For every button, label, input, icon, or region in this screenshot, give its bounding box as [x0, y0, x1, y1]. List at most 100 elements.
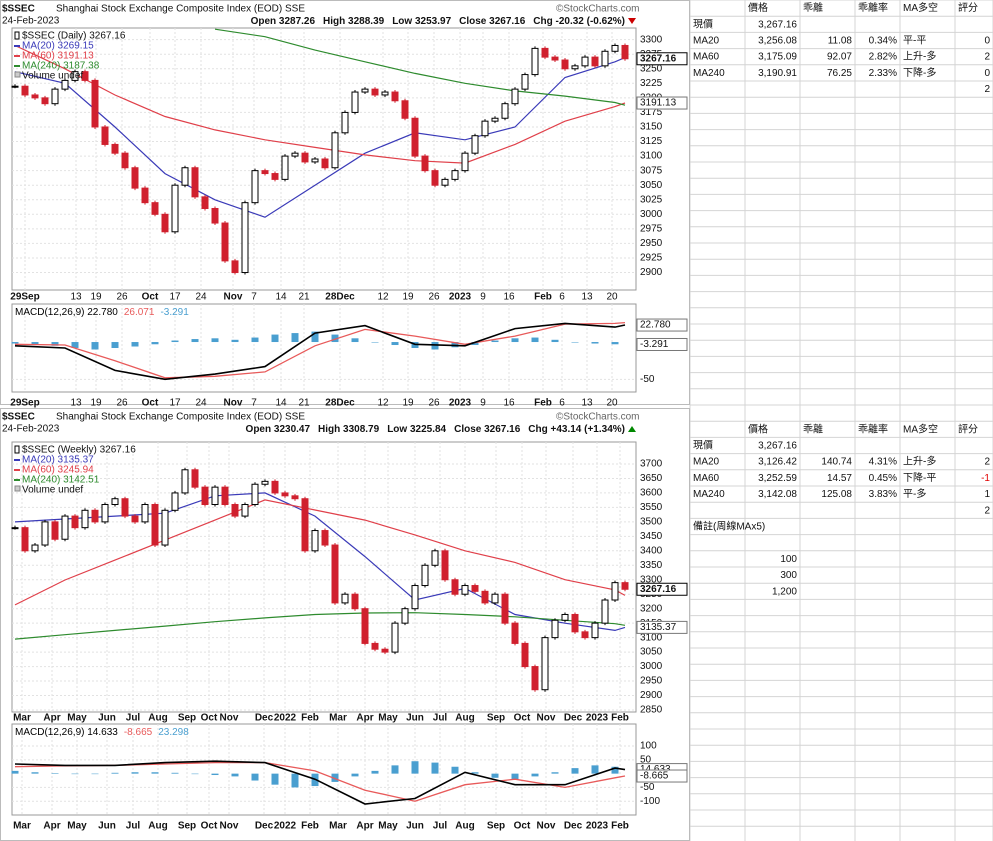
x-tick-label: Jul	[126, 713, 141, 724]
ohlc-item: High 3288.39	[323, 16, 385, 27]
x-tick-label: 2023	[449, 398, 472, 409]
sheet-cell: 3,126.42	[758, 457, 797, 468]
sheet-header: 價格	[748, 1, 768, 14]
candle	[51, 521, 59, 540]
macd-label: MACD(12,26,9) 22.780 26.071 -3.291	[15, 307, 189, 318]
x-tick-label: Feb	[611, 713, 629, 724]
sheet-cell: 4.31%	[869, 457, 897, 468]
x-tick-label: May	[378, 821, 398, 832]
candle	[521, 642, 529, 668]
macd-histogram-bar	[31, 342, 39, 345]
y-tick-label: 3025	[640, 194, 663, 205]
macd-histogram-bar	[151, 342, 159, 345]
candle	[431, 550, 439, 566]
chart-title: Shanghai Stock Exchange Composite Index …	[56, 412, 305, 423]
macd-line	[14, 322, 626, 381]
candle	[451, 579, 459, 595]
candle	[531, 47, 539, 76]
candle	[111, 143, 119, 154]
macd-histogram-bar	[451, 766, 459, 774]
x-tick-label: 19	[90, 398, 102, 409]
y-tick-label: 100	[640, 741, 657, 752]
x-tick-label: 20	[606, 398, 618, 409]
sheet-header: 乖離	[803, 1, 823, 14]
x-tick-label: Nov	[537, 821, 556, 832]
y-tick-label: 3175	[640, 107, 663, 118]
candle	[71, 71, 79, 81]
candle	[291, 152, 299, 157]
candle	[331, 132, 339, 169]
macd-histogram-bar	[211, 338, 219, 343]
y-tick-label: 3075	[640, 165, 663, 176]
candle	[31, 94, 39, 99]
sheet-cell: 下降-多	[903, 66, 936, 79]
ohlc-item: Close 3267.16	[459, 16, 526, 27]
x-tick-label: Dec	[255, 713, 274, 724]
macd-label-part: 26.071	[124, 307, 155, 318]
x-tick-label: Oct	[514, 821, 531, 832]
x-tick-label: 19	[402, 292, 414, 303]
ma-line	[14, 612, 626, 640]
x-tick-label: 6	[559, 398, 565, 409]
x-tick-label: 28Dec	[325, 292, 355, 303]
macd-histogram-bar	[391, 342, 399, 346]
macd-histogram-bar	[191, 339, 199, 343]
candle	[31, 544, 39, 552]
value-tag-label: 3267.16	[640, 53, 677, 64]
y-tick-label: -50	[640, 782, 655, 793]
candle	[231, 260, 239, 274]
macd-panel	[11, 723, 637, 816]
y-tick-label: 2900	[640, 690, 663, 701]
x-tick-label: 2023	[586, 713, 609, 724]
candle	[581, 56, 589, 67]
value-tag-label: -3.291	[640, 339, 669, 350]
candle	[281, 492, 289, 497]
x-tick-label: Oct	[201, 821, 218, 832]
candle	[311, 158, 319, 163]
candle	[411, 117, 419, 157]
y-tick-label: -100	[640, 796, 660, 807]
x-tick-label: Jul	[126, 821, 141, 832]
macd-label-part: MACD(12,26,9) 22.780	[15, 307, 118, 318]
sheet-header: 評分	[958, 422, 978, 435]
macd-histogram-bar	[271, 334, 279, 343]
sheet-header: 乖離率	[858, 1, 888, 14]
macd-histogram-bar	[531, 337, 539, 343]
candle	[181, 469, 189, 494]
sheet-cell: 上升-多	[903, 50, 936, 63]
x-tick-label: May	[67, 821, 87, 832]
ohlc-item: Low 3225.84	[387, 424, 446, 435]
candle	[421, 564, 429, 587]
candle	[61, 515, 69, 540]
candle	[191, 167, 199, 198]
ohlc-item: Close 3267.16	[454, 424, 521, 435]
sheet-note: 備註(周線MAx5)	[693, 520, 765, 533]
x-tick-label: Apr	[43, 821, 60, 832]
x-tick-label: Aug	[455, 821, 474, 832]
y-tick-label: 3350	[640, 560, 663, 571]
candle	[101, 126, 109, 145]
macd-label-part: 23.298	[158, 727, 189, 738]
y-tick-label: 50	[640, 754, 652, 765]
x-tick-label: 19	[402, 398, 414, 409]
candle	[11, 85, 19, 88]
candle	[551, 56, 559, 61]
value-tag	[636, 318, 688, 332]
sheet-cell: MA20	[693, 457, 720, 468]
y-tick-label: 2925	[640, 253, 663, 264]
macd-histogram-bar	[231, 339, 239, 343]
value-tag	[636, 52, 688, 66]
sheet-header: 乖離率	[858, 422, 888, 435]
ma-line	[14, 57, 626, 218]
legend-label: Volume undef	[22, 485, 83, 496]
macd-histogram-bar	[511, 338, 519, 343]
macd-histogram-bar	[391, 765, 399, 774]
sheet-cell: 平-平	[903, 36, 926, 47]
y-tick-label: 3300	[640, 574, 663, 585]
sheet-cell: MA60	[693, 473, 720, 484]
sheet-cell: 上升-多	[903, 455, 936, 468]
macd-histogram-bar	[311, 331, 319, 343]
x-tick-label: 13	[581, 398, 593, 409]
candle	[501, 103, 509, 119]
symbol: $SSEC	[2, 4, 35, 15]
